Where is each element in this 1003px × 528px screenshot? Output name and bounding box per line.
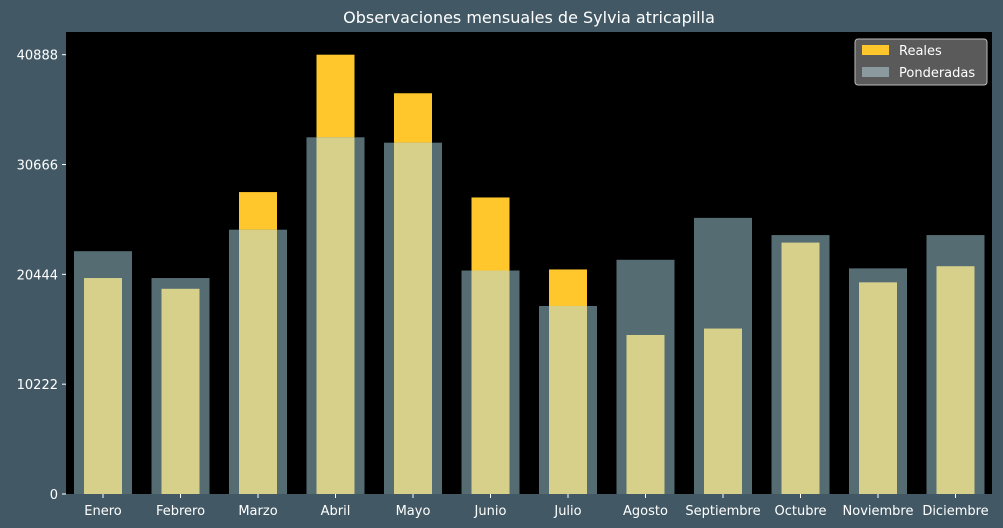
x-axis: Enero Febrero Marzo Abril Mayo Junio Julio Agos…: [84, 494, 989, 519]
y-tick-label: 40888: [17, 49, 58, 64]
bar-overlap: [626, 334, 665, 494]
bar-overlap: [239, 229, 277, 494]
x-tick-label: Mayo: [396, 504, 431, 519]
overlap-layer: [84, 137, 975, 495]
legend-label-reales: Reales: [899, 44, 942, 59]
bar-overlap: [84, 278, 122, 494]
y-tick-label: 30666: [17, 159, 58, 174]
bar-overlap: [316, 137, 355, 494]
x-tick-label: Junio: [474, 504, 507, 519]
legend-swatch-ponderadas: [862, 67, 889, 77]
x-tick-label: Septiembre: [685, 504, 760, 519]
y-tick-label: 10222: [17, 378, 58, 393]
legend: Reales Ponderadas: [854, 38, 988, 86]
bar-overlap: [471, 270, 510, 494]
x-tick-label: Julio: [553, 504, 581, 519]
x-tick-label: Agosto: [623, 504, 668, 519]
bar-overlap: [161, 288, 200, 494]
bar-overlap: [781, 242, 820, 494]
y-axis: 0 10222 20444 30666 40888: [17, 49, 66, 503]
bar-overlap: [859, 282, 897, 494]
bar-overlap: [936, 266, 975, 494]
chart-title: Observaciones mensuales de Sylvia atrica…: [343, 8, 715, 27]
x-tick-label: Febrero: [156, 504, 205, 519]
x-tick-label: Octubre: [774, 504, 826, 519]
x-tick-label: Noviembre: [843, 504, 914, 519]
x-tick-label: Abril: [321, 504, 351, 519]
x-tick-label: Marzo: [238, 504, 277, 519]
legend-label-ponderadas: Ponderadas: [899, 66, 975, 81]
y-tick-label: 20444: [17, 268, 58, 283]
x-tick-label: Enero: [84, 504, 122, 519]
y-tick-label: 0: [50, 488, 58, 503]
plot-area: [66, 32, 992, 494]
bar-overlap: [549, 305, 587, 494]
legend-swatch-reales: [862, 45, 889, 55]
bar-overlap: [704, 328, 742, 494]
bar-overlap: [394, 142, 432, 495]
x-tick-label: Diciembre: [922, 504, 988, 519]
